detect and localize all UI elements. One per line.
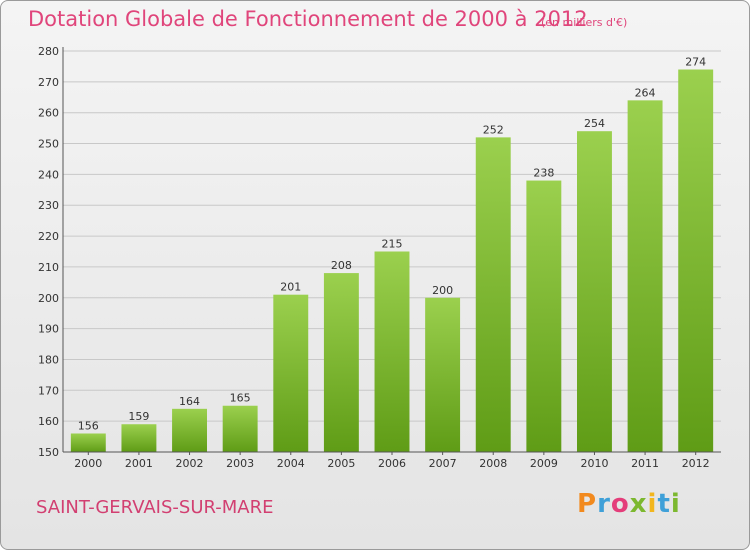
x-tick-label: 2002	[176, 457, 204, 470]
x-tick-label: 2004	[277, 457, 305, 470]
bar-2008	[475, 137, 511, 452]
chart-unit: (en milliers d'€)	[541, 16, 628, 29]
y-tick-label: 180	[38, 353, 59, 366]
logo-letter: o	[610, 489, 630, 519]
bar-2009	[526, 180, 562, 453]
data-label-2003: 165	[230, 392, 251, 405]
x-tick-label: 2005	[327, 457, 355, 470]
y-tick-label: 280	[38, 45, 59, 58]
logo-letter: i	[647, 489, 658, 519]
bars: 156 159 164 165 201 208 215 200 252 238 254 264 274	[70, 56, 714, 453]
bar-2003	[222, 405, 258, 452]
x-tick-label: 2012	[682, 457, 710, 470]
y-tick-label: 190	[38, 323, 59, 336]
data-label-2012: 274	[685, 56, 706, 69]
data-label-2010: 254	[584, 117, 605, 130]
y-tick-label: 260	[38, 107, 59, 120]
x-tick-label: 2008	[479, 457, 507, 470]
y-tick-label: 160	[38, 415, 59, 428]
axes: 150 160 170 180 190 200 210 220 230 240 250 260 270 2…	[38, 45, 721, 470]
bar-2010	[576, 131, 612, 452]
data-label-2005: 208	[331, 259, 352, 272]
x-tick-label: 2009	[530, 457, 558, 470]
x-tick-label: 2007	[429, 457, 457, 470]
data-label-2004: 201	[280, 281, 301, 294]
bar-2002	[172, 408, 208, 452]
logo-letter: r	[597, 489, 611, 519]
data-label-2007: 200	[432, 284, 453, 297]
y-tick-label: 210	[38, 261, 59, 274]
data-label-2006: 215	[382, 238, 403, 251]
x-tick-label: 2001	[125, 457, 153, 470]
y-tick-label: 250	[38, 138, 59, 151]
y-tick-label: 230	[38, 199, 59, 212]
x-tick-label: 2011	[631, 457, 659, 470]
x-tick-label: 2006	[378, 457, 406, 470]
logo-letter: t	[657, 489, 671, 519]
logo-letter: x	[629, 489, 648, 519]
chart-title: Dotation Globale de Fonctionnement de 20…	[28, 7, 588, 31]
bar-2006	[374, 251, 410, 452]
bar-2000	[70, 433, 106, 452]
data-label-2001: 159	[128, 410, 149, 423]
y-tick-label: 150	[38, 446, 59, 459]
commune-name: SAINT-GERVAIS-SUR-MARE	[36, 497, 274, 518]
x-tick-label: 2003	[226, 457, 254, 470]
data-label-2011: 264	[635, 86, 656, 99]
x-tick-label: 2010	[580, 457, 608, 470]
proxiti-logo: Proxiti	[577, 489, 681, 519]
y-tick-label: 200	[38, 292, 59, 305]
bar-2001	[121, 424, 157, 452]
y-tick-label: 270	[38, 76, 59, 89]
data-label-2009: 238	[533, 167, 554, 180]
data-label-2002: 164	[179, 395, 200, 408]
data-label-2000: 156	[78, 419, 99, 432]
bar-2011	[627, 100, 663, 452]
bar-2012	[678, 69, 714, 452]
y-tick-label: 240	[38, 168, 59, 181]
data-label-2008: 252	[483, 123, 504, 136]
y-tick-label: 220	[38, 230, 59, 243]
y-tick-label: 170	[38, 384, 59, 397]
bar-2005	[323, 273, 359, 452]
logo-letter: P	[577, 489, 598, 519]
x-tick-label: 2000	[74, 457, 102, 470]
logo-letter: i	[670, 489, 681, 519]
bar-2004	[273, 294, 309, 452]
bar-2007	[425, 297, 461, 452]
